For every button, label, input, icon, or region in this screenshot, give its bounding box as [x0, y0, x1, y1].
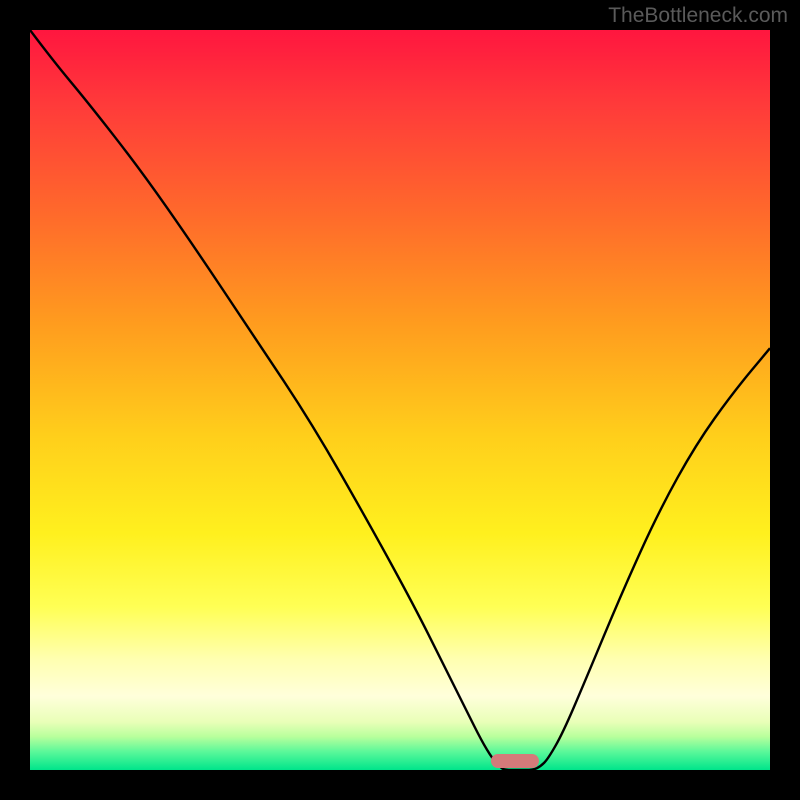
optimal-point-marker [491, 754, 539, 768]
bottleneck-curve [30, 30, 770, 770]
chart-plot-area [30, 30, 770, 770]
watermark-text: TheBottleneck.com [608, 4, 788, 28]
